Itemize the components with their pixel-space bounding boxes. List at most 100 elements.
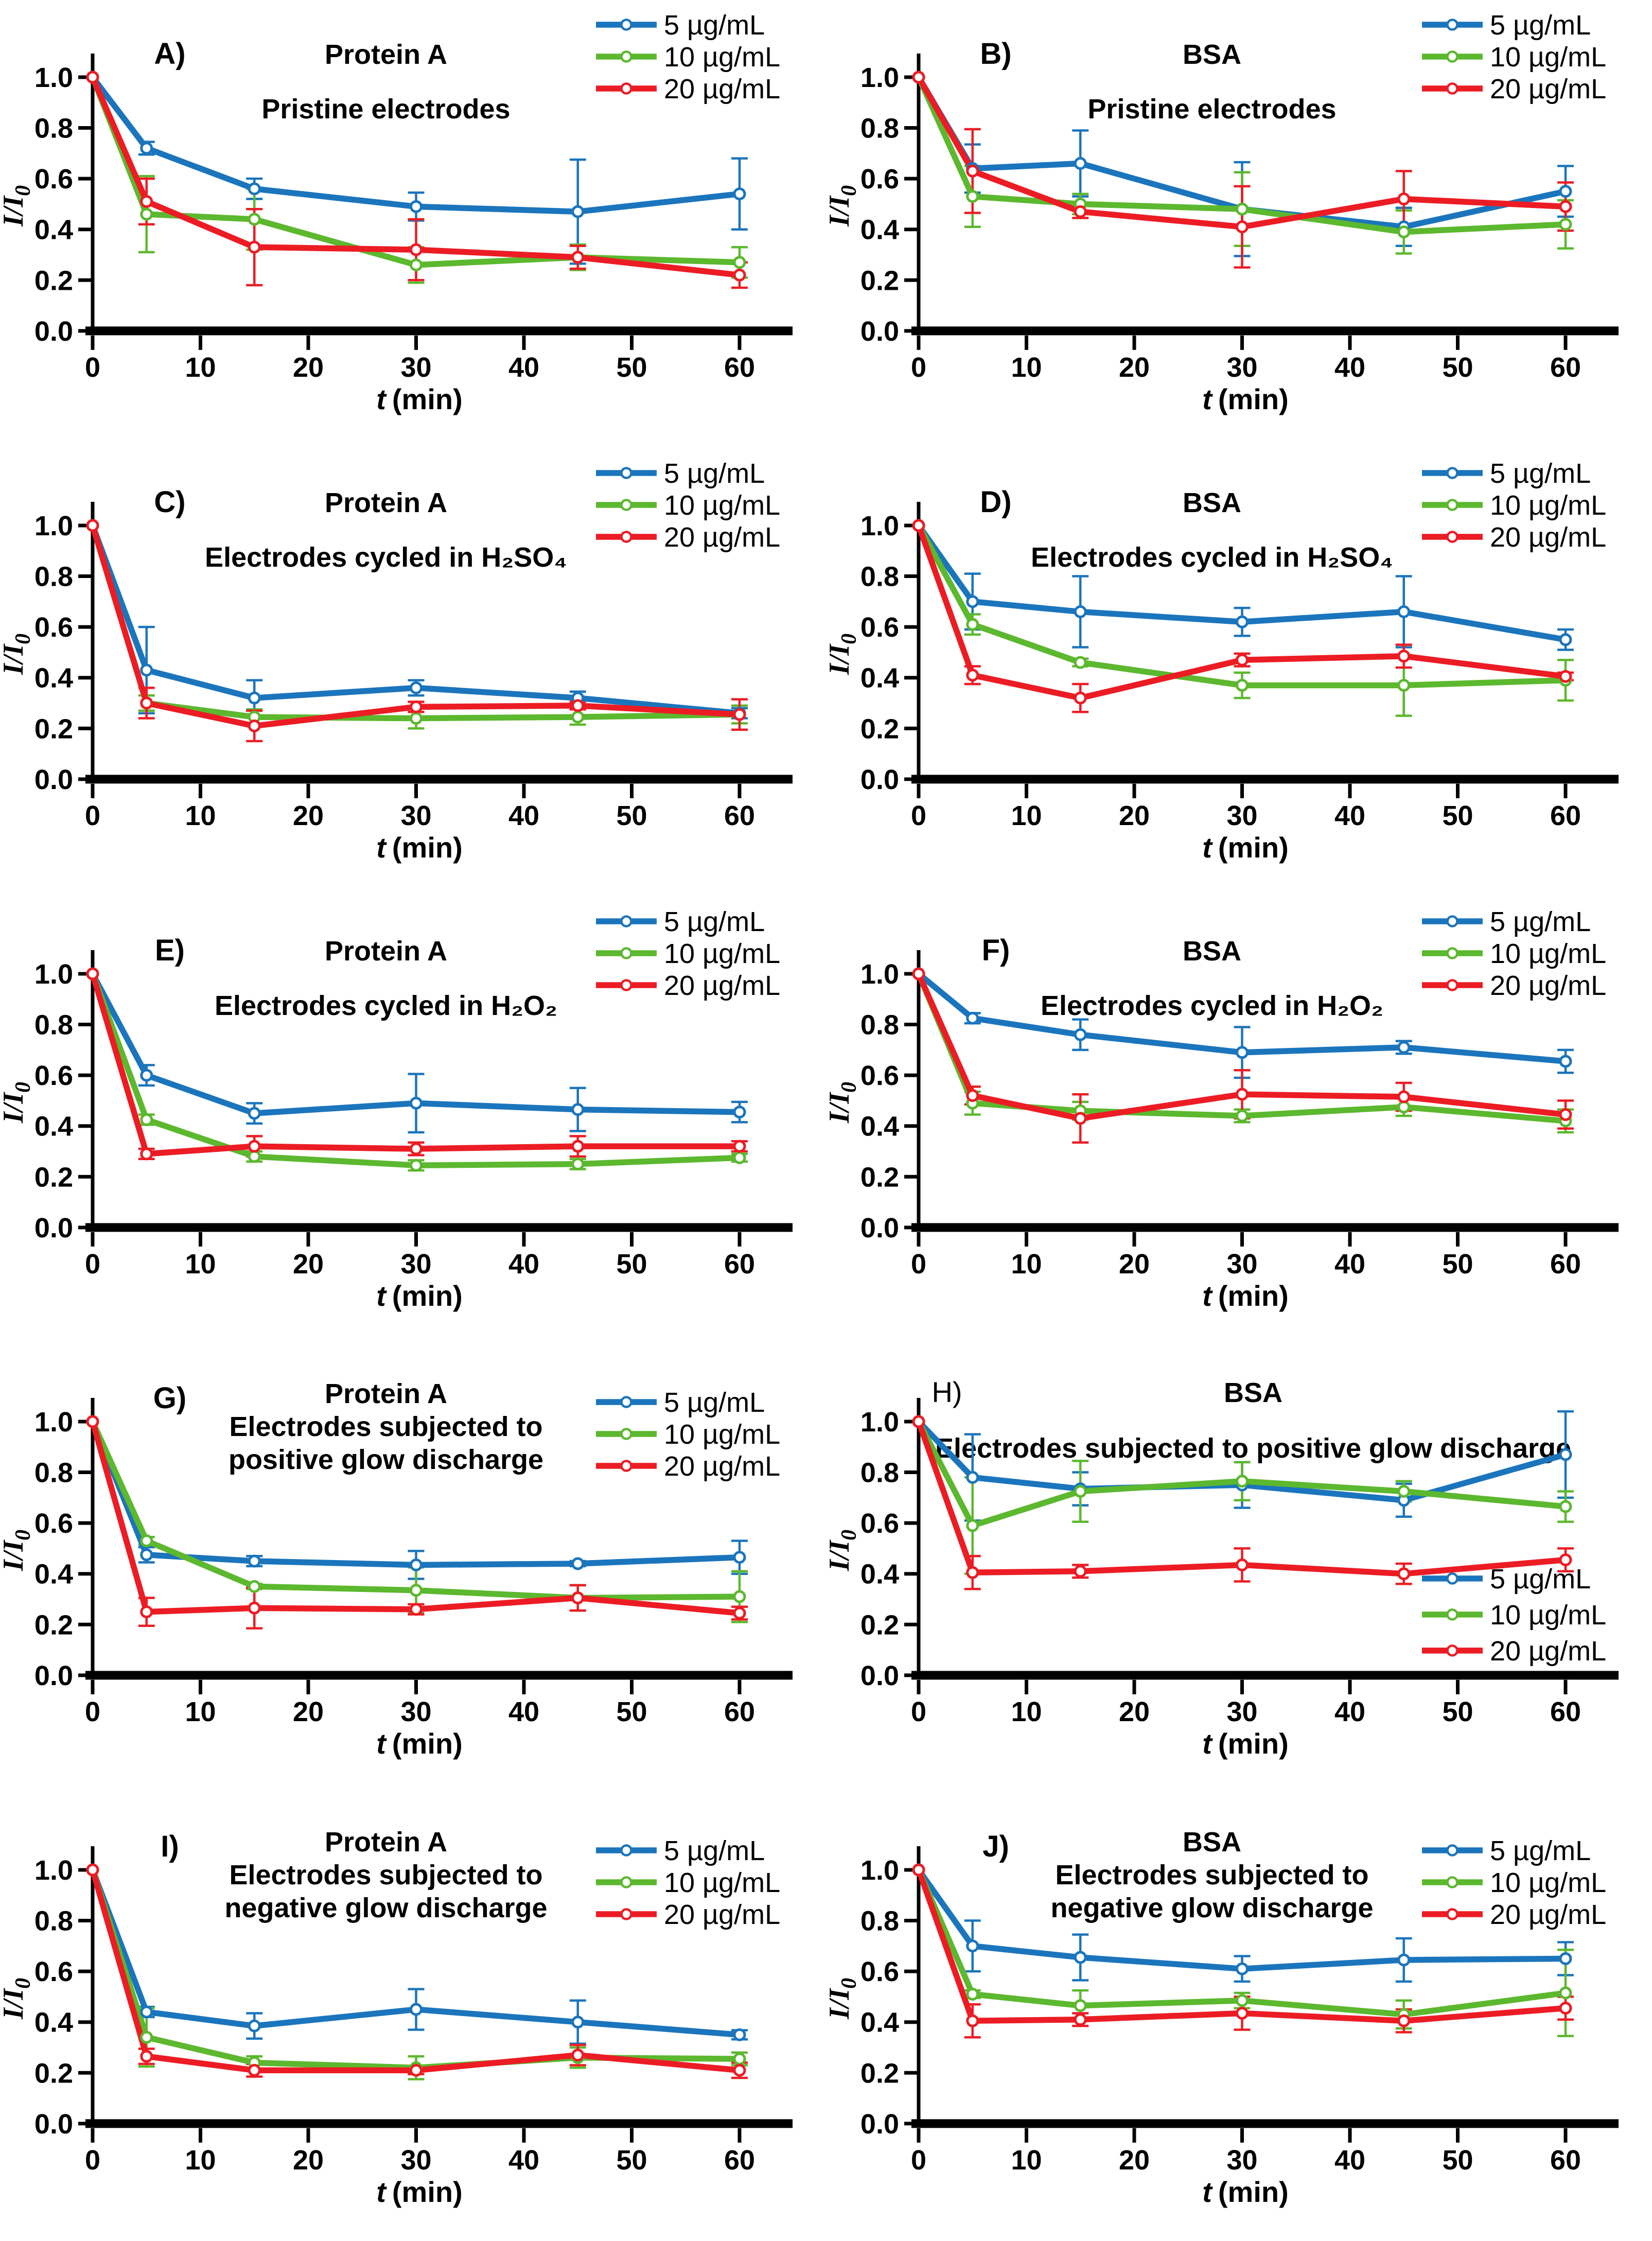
data-point-marker (248, 719, 261, 732)
x-tick-label: 0 (911, 352, 926, 383)
y-tick-label: 0.0 (34, 316, 73, 347)
data-point-marker (248, 1554, 261, 1568)
x-tick-label: 10 (1011, 1696, 1042, 1727)
chart-D: 0.0 0.2 0.4 0.6 0.8 1.0 0 10 20 30 40 50 60 t (min) I/I… (826, 458, 1619, 864)
y-axis-label: I/I0 (826, 634, 861, 675)
panel-label: C) (154, 486, 185, 519)
data-point-marker (140, 696, 153, 710)
x-tick-label: 20 (293, 800, 324, 831)
x-axis-label: t (min) (1202, 2176, 1289, 2208)
chart-title-line: BSA (1224, 1377, 1282, 1408)
data-point-marker (733, 1590, 746, 1603)
y-tick-label: 0.4 (34, 215, 73, 246)
y-tick-label: 0.4 (860, 215, 899, 246)
data-point-marker (733, 2064, 746, 2077)
y-tick-label: 0.2 (860, 265, 899, 296)
legend-label: 20 µg/mL (664, 1899, 780, 1930)
x-tick-label: 30 (1226, 1696, 1257, 1727)
series-line (90, 1419, 743, 1617)
data-point-marker (410, 1584, 423, 1597)
data-point-marker (966, 1939, 979, 1953)
data-point-marker (966, 1089, 979, 1102)
data-point-marker (1074, 205, 1087, 218)
data-point-marker (248, 1149, 261, 1163)
y-tick-label: 0.8 (34, 1458, 73, 1489)
chart-C: 0.0 0.2 0.4 0.6 0.8 1.0 0 10 20 30 40 50 60 t (min) I/I… (0, 458, 793, 864)
data-point-marker (733, 1140, 746, 1153)
legend-marker-icon (1446, 19, 1458, 31)
x-tick-label: 0 (85, 1248, 100, 1279)
data-point-marker (733, 1105, 746, 1118)
y-tick-label: 0.4 (34, 2007, 73, 2038)
legend-label: 5 µg/mL (664, 1835, 765, 1866)
legend-marker-icon (1446, 1644, 1458, 1657)
legend-label: 10 µg/mL (664, 490, 780, 521)
data-point-marker (571, 205, 585, 218)
data-point-marker (733, 2028, 746, 2042)
y-tick-label: 1.0 (34, 959, 73, 990)
chart-title-line: BSA (1183, 487, 1241, 518)
legend-label: 5 µg/mL (1490, 458, 1591, 489)
series-line (90, 970, 743, 1168)
x-tick-label: 40 (508, 2145, 539, 2176)
data-point-marker (1236, 1475, 1249, 1488)
data-point-marker (966, 164, 979, 178)
chart-title-line: Protein A (325, 487, 447, 518)
x-tick-label: 10 (1011, 1248, 1042, 1279)
data-point-marker (248, 1580, 261, 1594)
y-tick-label: 0.2 (34, 713, 73, 744)
data-point-marker (86, 1415, 99, 1428)
data-point-marker (1074, 1951, 1087, 1964)
data-point-marker (1559, 1986, 1572, 2000)
series-line (916, 522, 1569, 643)
y-tick-label: 0.2 (34, 1162, 73, 1193)
data-point-marker (1559, 200, 1572, 213)
x-tick-label: 40 (1334, 352, 1365, 383)
data-point-marker (1074, 1028, 1087, 1041)
data-point-marker (1559, 1553, 1572, 1567)
data-point-marker (1236, 1994, 1249, 2007)
panel-G: 0.0 0.2 0.4 0.6 0.8 1.0 0 10 20 30 40 50 60 t (min) I/I… (0, 1344, 826, 1793)
x-axis-label: t (min) (376, 383, 463, 415)
x-tick-label: 50 (1442, 800, 1473, 831)
legend-label: 20 µg/mL (1490, 970, 1606, 1001)
legend-label: 5 µg/mL (1490, 1564, 1591, 1595)
legend-marker-icon (620, 1844, 632, 1857)
data-point-marker (1074, 605, 1087, 618)
legend-marker-icon (1446, 1572, 1458, 1585)
data-point-marker (1559, 218, 1572, 231)
chart-title-line: negative glow discharge (224, 1893, 547, 1923)
x-tick-label: 40 (508, 1248, 539, 1279)
data-point-marker (86, 967, 99, 981)
y-tick-label: 0.2 (860, 1610, 899, 1641)
y-tick-label: 0.0 (860, 764, 899, 795)
legend-label: 20 µg/mL (1490, 522, 1606, 553)
chart-title-line: Pristine electrodes (261, 94, 510, 125)
x-tick-label: 20 (293, 2145, 324, 2176)
legend-label: 10 µg/mL (664, 42, 780, 73)
x-tick-label: 30 (1226, 1248, 1257, 1279)
data-point-marker (86, 519, 99, 532)
y-tick-label: 0.2 (860, 2058, 899, 2089)
x-tick-label: 60 (1550, 1248, 1581, 1279)
y-tick-label: 0.2 (860, 713, 899, 744)
data-point-marker (733, 187, 746, 201)
data-point-marker (1236, 1109, 1249, 1123)
data-point-marker (410, 711, 423, 725)
panel-J: 0.0 0.2 0.4 0.6 0.8 1.0 0 10 20 30 40 50 60 t (min) I/I… (826, 1793, 1652, 2241)
y-tick-label: 0.6 (860, 1060, 899, 1091)
legend-marker-icon (1446, 947, 1458, 959)
chart-title-line: Pristine electrodes (1087, 94, 1336, 125)
x-tick-label: 50 (616, 2145, 647, 2176)
y-tick-label: 0.6 (34, 1956, 73, 1987)
data-point-marker (1236, 220, 1249, 234)
chart-title-line: positive glow discharge (229, 1444, 543, 1475)
x-tick-label: 50 (1442, 2145, 1473, 2176)
x-tick-label: 0 (911, 800, 926, 831)
data-point-marker (1397, 1567, 1411, 1581)
y-tick-label: 0.8 (860, 113, 899, 144)
y-tick-label: 0.6 (860, 164, 899, 195)
data-point-marker (140, 207, 153, 221)
y-tick-label: 1.0 (860, 1407, 899, 1438)
panel-label: J) (982, 1830, 1009, 1863)
